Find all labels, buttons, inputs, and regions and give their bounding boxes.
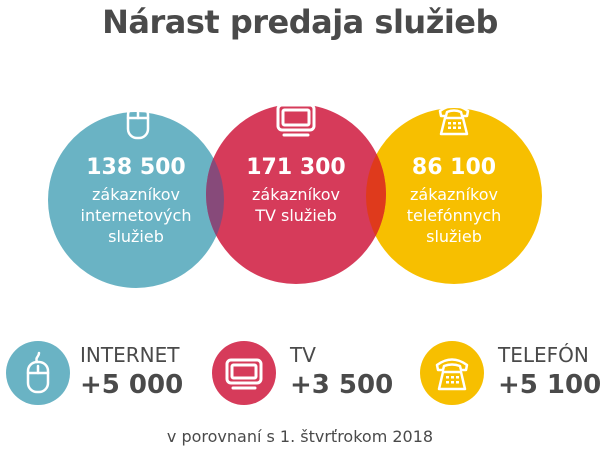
phone-circle bbox=[366, 108, 542, 284]
tv-customers-number: 171 300 bbox=[246, 155, 346, 180]
telephone-icon bbox=[435, 358, 469, 391]
tv-icon bbox=[225, 358, 263, 390]
legend-tv-label: TV bbox=[290, 343, 316, 367]
phone-circle-text: 86 100 zákazníkov telefónnych služieb bbox=[374, 155, 534, 247]
comparison-footnote: v porovnaní s 1. štvrťrokom 2018 bbox=[166, 427, 434, 446]
tv-icon bbox=[276, 103, 316, 137]
internet-customers-description: zákazníkov internetových služieb bbox=[80, 185, 192, 246]
page-title: Nárast predaja služieb bbox=[102, 3, 498, 41]
internet-circle bbox=[48, 112, 224, 288]
legend-internet-value: +5 000 bbox=[80, 370, 184, 400]
internet-circle-text: 138 500 zákazníkov internetových služieb bbox=[56, 155, 216, 247]
mouse-icon bbox=[126, 94, 150, 140]
phone-customers-number: 86 100 bbox=[411, 155, 497, 180]
tv-circle bbox=[206, 104, 386, 284]
tv-circle-text: 171 300 zákazníkov TV služieb bbox=[216, 155, 376, 226]
legend-phone-value: +5 100 bbox=[498, 370, 600, 400]
legend-internet-badge bbox=[6, 341, 70, 405]
telephone-icon bbox=[438, 104, 470, 136]
legend-internet-label: INTERNET bbox=[80, 343, 180, 367]
legend-phone-badge bbox=[420, 341, 484, 405]
mouse-icon bbox=[26, 351, 50, 394]
legend-phone-label: TELEFÓN bbox=[498, 343, 589, 367]
tv-customers-description: zákazníkov TV služieb bbox=[252, 185, 340, 225]
legend-tv-value: +3 500 bbox=[290, 370, 394, 400]
phone-customers-description: zákazníkov telefónnych služieb bbox=[406, 185, 502, 246]
internet-customers-number: 138 500 bbox=[86, 155, 186, 180]
legend-tv-badge bbox=[212, 341, 276, 405]
